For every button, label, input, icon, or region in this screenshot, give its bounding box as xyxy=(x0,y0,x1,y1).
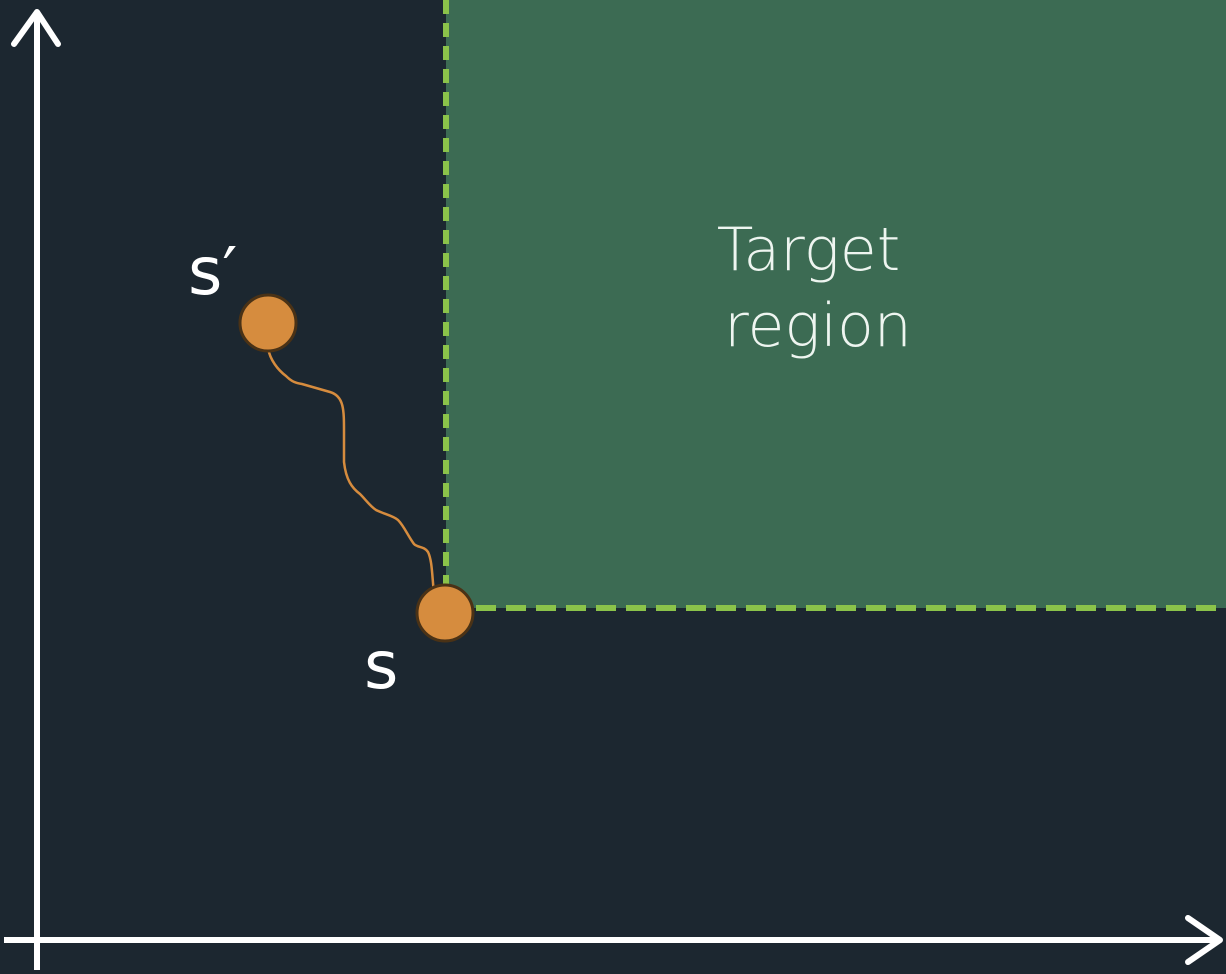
target-region-label-line1: Target xyxy=(717,215,901,285)
arrow-up-icon xyxy=(11,9,61,47)
state-point-s-prime xyxy=(238,293,298,353)
state-label-s: s xyxy=(364,627,398,704)
state-label-s-prime: s′ xyxy=(188,233,237,310)
arrow-right-icon xyxy=(1185,915,1223,965)
target-region-label: Target region xyxy=(717,215,920,361)
target-region xyxy=(446,0,1226,608)
target-region-label-line2: region xyxy=(724,291,912,361)
state-point-s xyxy=(415,583,475,643)
trajectory-path xyxy=(266,347,436,595)
